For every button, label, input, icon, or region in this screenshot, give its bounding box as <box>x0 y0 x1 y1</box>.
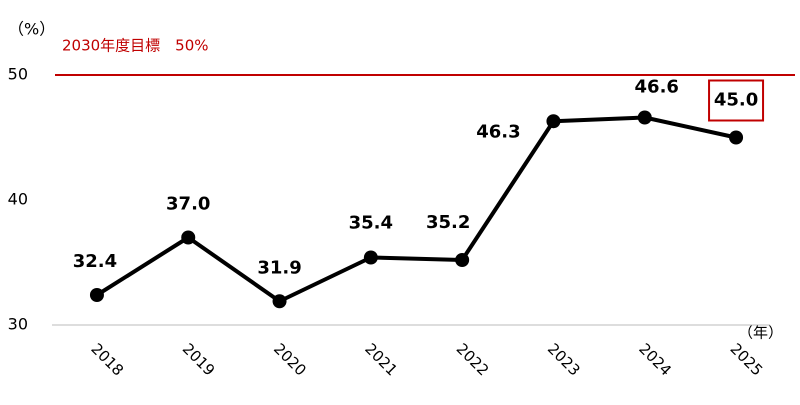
value-label: 35.2 <box>426 212 470 233</box>
data-point <box>455 253 470 267</box>
data-point <box>546 114 561 129</box>
x-tick-label: 2022 <box>453 340 493 380</box>
x-tick-label: 2025 <box>727 340 767 380</box>
data-point <box>272 294 287 309</box>
x-tick-label: 2024 <box>635 340 675 380</box>
highlight-box <box>708 79 765 122</box>
data-point <box>89 288 104 302</box>
x-axis-label: （年） <box>738 324 783 342</box>
value-label: 45.0 <box>714 90 758 111</box>
data-point <box>729 130 744 145</box>
value-label: 32.4 <box>73 251 117 272</box>
data-point <box>637 110 652 125</box>
value-label: 31.9 <box>257 257 301 278</box>
x-tick-label: 2021 <box>361 340 401 380</box>
y-axis-label: （%） <box>8 20 55 39</box>
x-tick-label: 2018 <box>87 340 127 380</box>
x-tick-label: 2019 <box>179 340 219 380</box>
y-tick-label: 40 <box>8 190 28 209</box>
data-point <box>181 230 196 245</box>
data-point <box>363 250 378 265</box>
data-line <box>95 115 737 304</box>
x-tick-label: 2020 <box>270 340 310 380</box>
value-label: 37.0 <box>166 194 210 215</box>
y-tick-label: 50 <box>8 65 28 84</box>
value-label: 35.4 <box>349 213 393 234</box>
x-tick-label: 2023 <box>544 340 584 380</box>
value-label: 46.3 <box>476 121 520 142</box>
value-label: 46.6 <box>635 77 679 98</box>
target-label: 2030年度目標 50% <box>62 37 209 55</box>
y-tick-label: 30 <box>8 315 28 334</box>
